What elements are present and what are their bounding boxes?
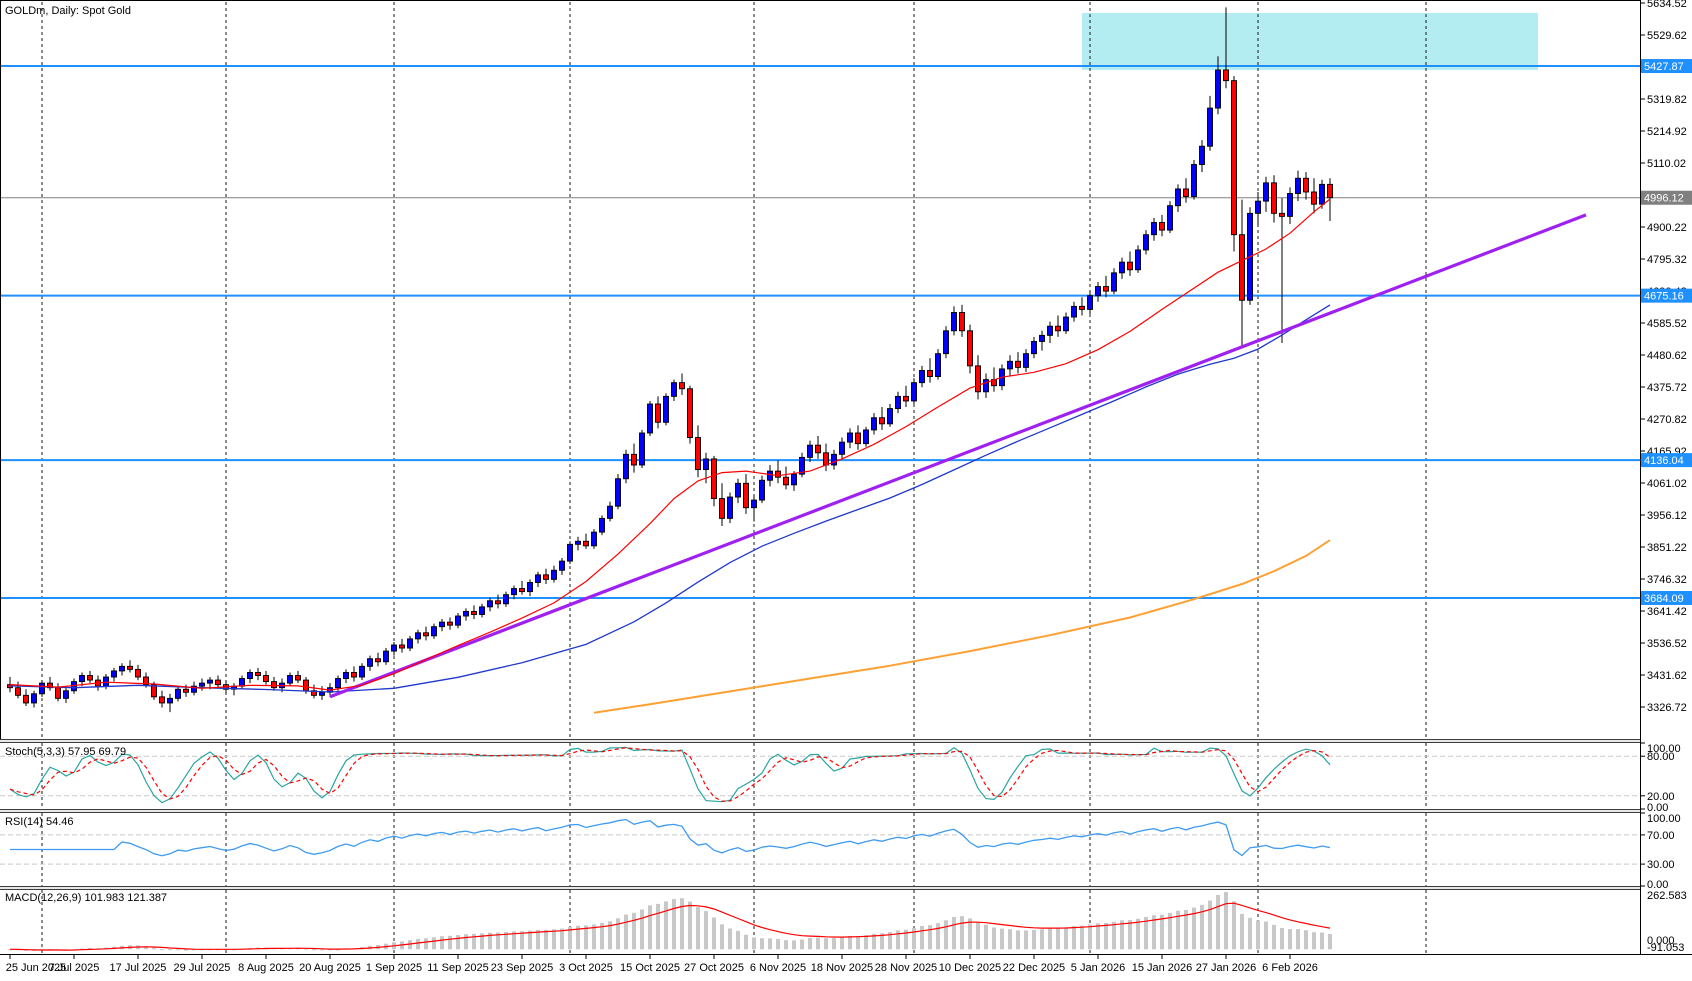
svg-text:4375.72: 4375.72 [1647,382,1687,394]
svg-text:15 Oct 2025: 15 Oct 2025 [620,962,680,974]
chart-symbol-label: GOLDm, Daily: Spot Gold [5,5,131,17]
svg-text:3684.09: 3684.09 [1644,593,1684,605]
svg-text:3641.42: 3641.42 [1647,606,1687,618]
panel-splitter[interactable] [0,809,1640,813]
svg-text:5634.52: 5634.52 [1647,0,1687,10]
svg-text:28 Nov 2025: 28 Nov 2025 [875,962,937,974]
svg-text:0.000: 0.000 [1647,935,1675,947]
svg-text:0.00: 0.00 [1647,879,1668,891]
svg-text:3956.12: 3956.12 [1647,510,1687,522]
svg-text:5427.87: 5427.87 [1644,61,1684,73]
svg-text:20.00: 20.00 [1647,791,1675,803]
rsi-panel[interactable] [0,813,1640,886]
svg-text:11 Sep 2025: 11 Sep 2025 [427,962,489,974]
svg-text:22 Dec 2025: 22 Dec 2025 [1003,962,1065,974]
svg-text:4480.62: 4480.62 [1647,350,1687,362]
supply-zone-rect [1082,12,1538,70]
rsi-label: RSI(14) 54.46 [5,816,74,828]
svg-text:30.00: 30.00 [1647,859,1675,871]
svg-text:17 Jul 2025: 17 Jul 2025 [110,962,167,974]
svg-text:5214.92: 5214.92 [1647,126,1687,138]
svg-text:4136.04: 4136.04 [1644,455,1684,467]
svg-text:70.00: 70.00 [1647,830,1675,842]
svg-text:3326.72: 3326.72 [1647,702,1687,714]
svg-text:3851.22: 3851.22 [1647,542,1687,554]
svg-text:1 Sep 2025: 1 Sep 2025 [366,962,422,974]
svg-text:25 Jun 2025: 25 Jun 2025 [6,962,67,974]
svg-text:-91.053: -91.053 [1647,942,1684,954]
time-axis[interactable]: 25 Jun 2025 7 Jul 2025 17 Jul 2025 29 Jul 2… [0,954,1692,981]
svg-text:5 Jan 2026: 5 Jan 2026 [1071,962,1125,974]
svg-text:27 Oct 2025: 27 Oct 2025 [684,962,744,974]
svg-text:80.00: 80.00 [1647,751,1675,763]
svg-text:4270.82: 4270.82 [1647,414,1687,426]
svg-text:0.00: 0.00 [1647,802,1668,814]
macd-label: MACD(12,26,9) 101.983 121.387 [5,892,168,904]
svg-text:5319.82: 5319.82 [1647,94,1687,106]
svg-text:100.00: 100.00 [1647,813,1681,825]
stochastic-panel[interactable] [0,743,1640,809]
svg-text:10 Dec 2025: 10 Dec 2025 [939,962,1001,974]
svg-text:20 Aug 2025: 20 Aug 2025 [299,962,361,974]
svg-text:29 Jul 2025: 29 Jul 2025 [174,962,231,974]
svg-text:4585.52: 4585.52 [1647,318,1687,330]
panel-splitter[interactable] [0,886,1640,890]
svg-text:4675.16: 4675.16 [1644,291,1684,303]
svg-text:5529.62: 5529.62 [1647,30,1687,42]
svg-text:3536.52: 3536.52 [1647,638,1687,650]
svg-text:15 Jan 2026: 15 Jan 2026 [1132,962,1193,974]
svg-text:4996.12: 4996.12 [1644,193,1684,205]
svg-text:3 Oct 2025: 3 Oct 2025 [559,962,613,974]
svg-text:27 Jan 2026: 27 Jan 2026 [1196,962,1257,974]
svg-text:3746.32: 3746.32 [1647,574,1687,586]
main-chart[interactable] [0,0,1640,739]
svg-text:18 Nov 2025: 18 Nov 2025 [811,962,873,974]
svg-text:7 Jul 2025: 7 Jul 2025 [49,962,100,974]
svg-text:8 Aug 2025: 8 Aug 2025 [238,962,294,974]
svg-text:5110.02: 5110.02 [1647,158,1686,170]
macd-panel[interactable] [0,890,1640,954]
svg-text:262.583: 262.583 [1647,890,1687,902]
svg-text:100.00: 100.00 [1647,743,1681,755]
price-axis[interactable]: 5634.525529.625424.725319.825214.925110.… [1640,0,1692,954]
svg-text:3431.62: 3431.62 [1647,670,1687,682]
svg-text:23 Sep 2025: 23 Sep 2025 [491,962,553,974]
panel-splitter[interactable] [0,739,1640,743]
stochastic-label: Stoch(5,3,3) 57.95 69.79 [5,746,127,758]
svg-text:6 Nov 2025: 6 Nov 2025 [750,962,806,974]
svg-text:4795.32: 4795.32 [1647,254,1687,266]
svg-text:6 Feb 2026: 6 Feb 2026 [1262,962,1318,974]
svg-text:4900.22: 4900.22 [1647,222,1687,234]
svg-text:4061.02: 4061.02 [1647,478,1687,490]
